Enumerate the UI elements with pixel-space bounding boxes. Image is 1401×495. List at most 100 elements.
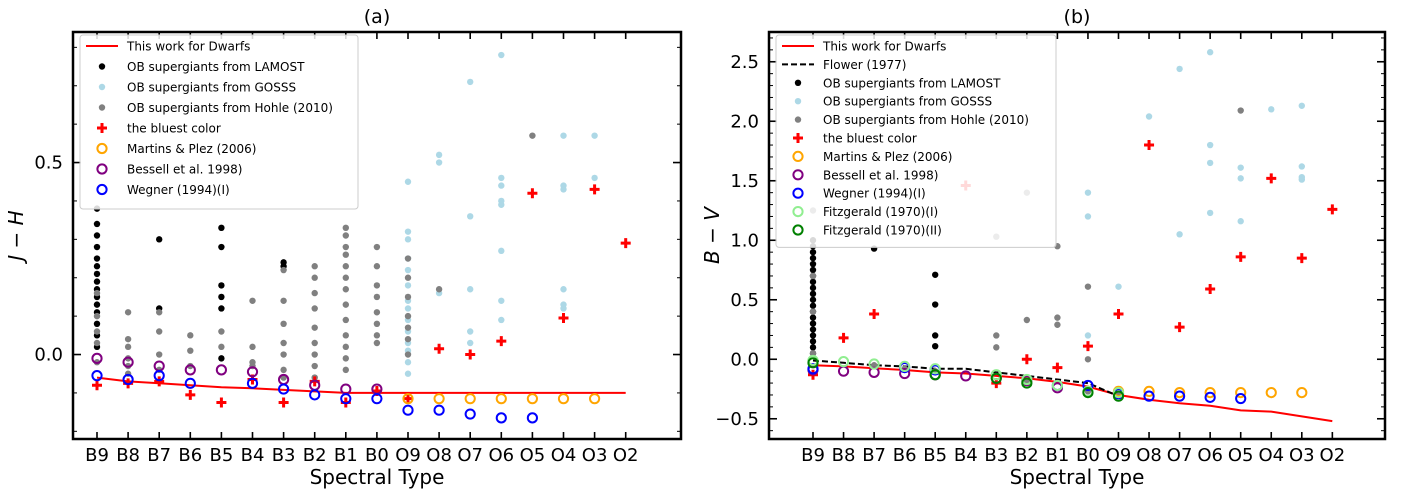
legend-handle bbox=[98, 104, 106, 111]
data-point bbox=[1084, 356, 1092, 363]
legend-label: Wegner (1994)(I) bbox=[823, 187, 926, 201]
x-tick-label: O9 bbox=[395, 445, 421, 466]
data-point bbox=[1143, 385, 1155, 397]
data-point bbox=[404, 335, 412, 343]
data-point bbox=[467, 213, 474, 220]
data-point bbox=[809, 308, 817, 315]
data-point bbox=[156, 328, 163, 335]
data-point bbox=[93, 232, 101, 239]
data-point bbox=[402, 404, 414, 416]
data-point bbox=[1204, 391, 1216, 403]
data-point bbox=[154, 376, 165, 387]
series-layer bbox=[807, 49, 1338, 423]
data-point bbox=[1235, 386, 1247, 399]
data-point bbox=[373, 309, 381, 316]
data-point bbox=[435, 159, 443, 166]
data-point bbox=[280, 297, 287, 304]
data-point bbox=[435, 151, 443, 159]
data-point bbox=[184, 364, 196, 376]
data-point bbox=[311, 324, 318, 331]
data-point bbox=[809, 302, 817, 309]
data-point bbox=[1205, 284, 1216, 295]
data-point bbox=[93, 301, 101, 308]
x-tick-label: O8 bbox=[1136, 445, 1162, 466]
data-point bbox=[93, 339, 101, 347]
data-point bbox=[1021, 377, 1033, 389]
data-point bbox=[218, 282, 225, 289]
data-point bbox=[124, 335, 132, 343]
data-point bbox=[1176, 65, 1183, 73]
data-point bbox=[1084, 283, 1092, 290]
data-point bbox=[342, 286, 349, 293]
data-point bbox=[93, 312, 101, 320]
data-point bbox=[1296, 386, 1308, 399]
data-point bbox=[1298, 102, 1306, 109]
x-tick-label: O5 bbox=[520, 445, 546, 466]
data-point bbox=[560, 132, 567, 139]
legend-label: OB supergiants from Hohle (2010) bbox=[823, 113, 1029, 127]
data-point bbox=[1051, 379, 1064, 392]
x-tick-label: B5 bbox=[209, 445, 233, 466]
data-point bbox=[467, 78, 474, 86]
data-point bbox=[404, 255, 412, 262]
legend-handle bbox=[794, 98, 802, 105]
axes-frame bbox=[71, 30, 683, 441]
data-point bbox=[342, 274, 349, 281]
data-point bbox=[433, 404, 445, 416]
legend-label: Flower (1977) bbox=[823, 58, 906, 72]
legend: This work for Dwarfs Flower (1977) OB supe… bbox=[775, 34, 1057, 248]
legend-label: Wegner (1994)(I) bbox=[127, 183, 230, 197]
data-point bbox=[249, 297, 256, 304]
x-tick-label: B1 bbox=[1045, 445, 1069, 466]
x-tick-label: O6 bbox=[1197, 445, 1223, 466]
data-point bbox=[404, 282, 412, 289]
legend-handle bbox=[98, 83, 106, 91]
axes-frame bbox=[767, 30, 1387, 441]
data-point bbox=[620, 238, 631, 249]
x-tick-label: O4 bbox=[551, 445, 577, 466]
legend-label: Martins & Plez (2006) bbox=[823, 150, 953, 164]
legend-handle bbox=[792, 206, 804, 218]
data-point bbox=[309, 389, 321, 401]
y-tick-label: 1.0 bbox=[730, 230, 759, 251]
data-point bbox=[932, 332, 939, 339]
y-tick-label: 0.5 bbox=[730, 290, 759, 311]
y-tick-label: 0.0 bbox=[34, 345, 63, 366]
data-point bbox=[404, 266, 412, 274]
data-point bbox=[311, 362, 318, 370]
data-point bbox=[246, 377, 259, 389]
legend-box bbox=[79, 34, 359, 210]
legend-handle bbox=[792, 187, 804, 199]
data-point bbox=[1143, 390, 1155, 402]
data-point bbox=[342, 263, 349, 270]
data-point bbox=[498, 51, 505, 59]
data-point bbox=[311, 351, 318, 358]
data-point bbox=[373, 332, 381, 339]
data-point bbox=[589, 184, 600, 195]
x-tick-label: O3 bbox=[582, 445, 608, 466]
data-point bbox=[495, 412, 507, 424]
data-point bbox=[404, 370, 412, 377]
y-tick-label: 1.5 bbox=[730, 171, 759, 192]
data-point bbox=[591, 174, 598, 182]
data-point bbox=[404, 351, 412, 358]
data-point bbox=[993, 332, 1000, 339]
x-tick-label: O4 bbox=[1258, 445, 1284, 466]
legend-label: This work for Dwarfs bbox=[126, 40, 250, 54]
data-point bbox=[93, 220, 101, 228]
legend-label: OB supergiants from LAMOST bbox=[823, 76, 1001, 90]
data-point bbox=[1265, 386, 1277, 399]
x-tick-label: B0 bbox=[1076, 445, 1100, 466]
legend-handle bbox=[793, 133, 803, 143]
data-point bbox=[1206, 159, 1214, 167]
data-point bbox=[1327, 204, 1338, 215]
data-point bbox=[342, 332, 349, 339]
data-point bbox=[1082, 341, 1093, 352]
series-line bbox=[812, 359, 1119, 398]
data-point bbox=[464, 393, 476, 405]
x-tick-label: B6 bbox=[178, 445, 202, 466]
data-point bbox=[434, 343, 445, 354]
data-point bbox=[280, 366, 287, 374]
legend-label: OB supergiants from Hohle (2010) bbox=[127, 101, 333, 115]
data-point bbox=[371, 393, 383, 405]
